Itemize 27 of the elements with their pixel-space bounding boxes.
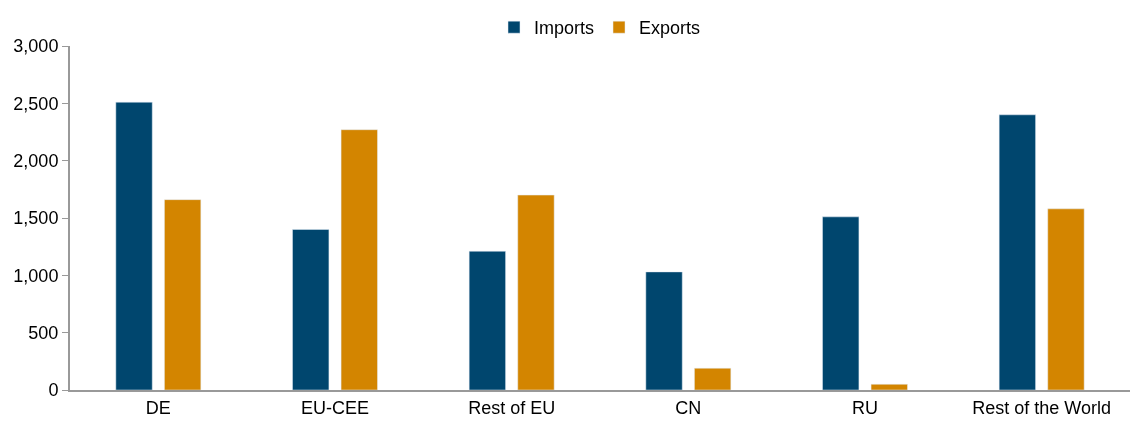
bar	[115, 101, 153, 390]
x-tick-label: RU	[852, 397, 878, 418]
y-tick-label: 2,500	[13, 93, 59, 114]
x-tick-label: DE	[145, 397, 171, 418]
bar	[340, 129, 378, 390]
bar	[870, 384, 908, 390]
x-tick-label: Rest of EU	[468, 397, 556, 418]
y-tick-label: 1,000	[13, 265, 59, 286]
bar	[645, 271, 683, 390]
bar	[694, 367, 732, 390]
y-tick-label: 3,000	[13, 36, 59, 57]
y-tick-label: 0	[48, 380, 59, 401]
x-tick-label: EU-CEE	[300, 397, 370, 418]
bar	[517, 194, 555, 390]
x-tick-label: CN	[675, 397, 702, 418]
bar	[292, 229, 330, 390]
y-tick-label: 1,500	[13, 208, 59, 229]
bar	[998, 114, 1036, 390]
y-tick-label: 2,000	[13, 150, 59, 171]
x-tick-label: Rest of the World	[972, 397, 1112, 418]
y-tick-label: 500	[28, 322, 59, 343]
bar	[1047, 208, 1085, 390]
legend-label: Imports	[534, 18, 595, 39]
bar	[822, 216, 860, 390]
bar	[164, 199, 202, 390]
bar	[468, 251, 506, 390]
legend-label: Exports	[639, 18, 701, 39]
